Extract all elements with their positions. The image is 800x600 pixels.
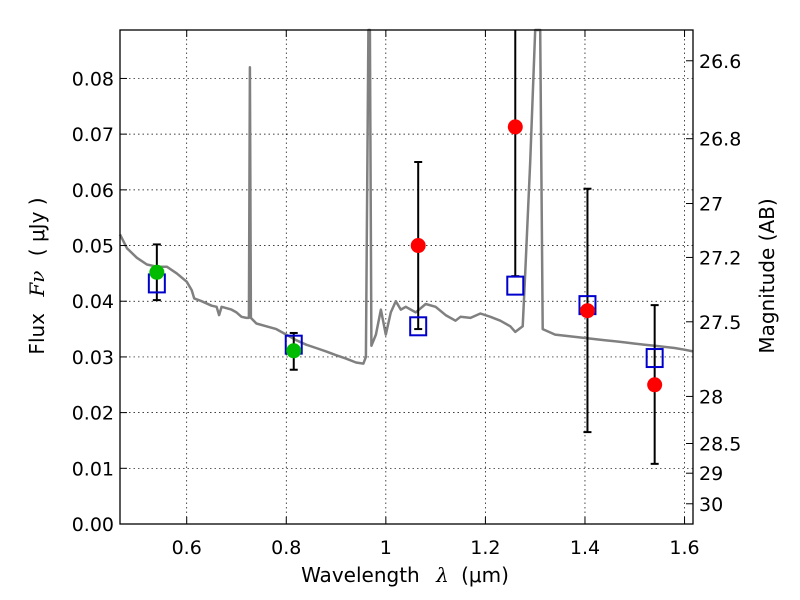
y2-tick-label: 28.5: [699, 433, 741, 455]
x-tick-label: 0.8: [271, 537, 301, 559]
y-tick-label: 0.04: [72, 291, 114, 313]
y-axis-label-unit: ( μJy ): [25, 197, 49, 256]
x-tick-label: 0.6: [172, 537, 202, 559]
model-point: [645, 348, 664, 369]
y-tick-label: 0.06: [72, 180, 114, 202]
data-point: [579, 303, 595, 319]
x-axis-label-unit: (μm): [461, 563, 509, 587]
tick-marks: [120, 30, 693, 525]
x-axis-label-text: Wavelength: [301, 563, 420, 587]
y2-tick-label: 27.5: [699, 312, 741, 334]
y2-tick-label: 26.8: [699, 129, 741, 151]
y2-tick-label: 29: [699, 463, 723, 485]
model-point: [409, 316, 428, 337]
y2-tick-label: 30: [699, 494, 723, 516]
data-point: [286, 343, 302, 359]
x-tick-label: 1.4: [570, 537, 600, 559]
y-tick-label: 0.03: [72, 347, 114, 369]
spectrum-line: [118, 28, 694, 365]
x-tick-label: 1.2: [470, 537, 500, 559]
tick-labels: 0.6 0.8 1 1.2 1.4 1.6 0.00 0.01 0.02 0.03 0.04 0.05…: [72, 51, 742, 559]
x-axis-label-symbol: λ: [435, 563, 449, 587]
x-tick-label: 1.6: [669, 537, 699, 559]
y2-tick-label: 27.2: [699, 247, 741, 269]
x-axis-label: Wavelength λ (μm): [301, 563, 509, 587]
x-tick-label: 1: [380, 537, 392, 559]
y2-tick-label: 27: [699, 194, 723, 216]
y-axis-label: Flux Fν ( μJy ): [25, 197, 49, 354]
marker-layer: [147, 30, 664, 465]
y-tick-label: 0.07: [72, 124, 114, 146]
y2-tick-label: 28: [699, 386, 723, 408]
y-tick-label: 0.00: [72, 514, 114, 536]
y-tick-label: 0.01: [72, 458, 114, 480]
y-tick-label: 0.08: [72, 68, 114, 90]
y-axis-label-text: Flux: [25, 313, 49, 355]
plot-frame: [119, 29, 694, 525]
y-tick-label: 0.02: [72, 403, 114, 425]
right-axis-label: Magnitude (AB): [755, 198, 779, 353]
y-tick-label: 0.05: [72, 236, 114, 258]
model-point: [506, 275, 525, 296]
spectrum-layer: [118, 28, 694, 365]
grid-lines: [120, 30, 693, 525]
data-point: [410, 238, 426, 254]
y-axis-label-symbol: Fν: [25, 271, 49, 298]
y2-tick-label: 26.6: [699, 51, 741, 73]
data-point: [149, 264, 165, 280]
data-point: [507, 119, 523, 135]
data-point: [647, 377, 663, 393]
